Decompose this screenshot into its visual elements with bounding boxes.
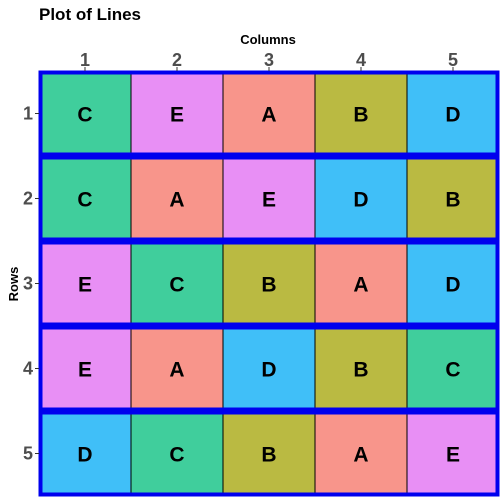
- heatmap-cell: [406, 410, 500, 497]
- heatmap-cell: [406, 240, 500, 327]
- cell-label: A: [353, 444, 368, 467]
- cell-label: D: [261, 359, 276, 382]
- y-tick-label: 1: [23, 104, 33, 124]
- cell-label: E: [78, 274, 92, 297]
- y-tick-label: 4: [23, 359, 33, 379]
- cell-label: C: [445, 359, 460, 382]
- x-axis-title: Columns: [240, 32, 296, 47]
- cell-label: E: [78, 359, 92, 382]
- cell-label: B: [261, 274, 276, 297]
- cell-label: C: [77, 189, 92, 212]
- heatmap-cell: [38, 155, 132, 242]
- heatmap-cell: [130, 325, 224, 412]
- cell-label: D: [445, 274, 460, 297]
- y-axis-title: Rows: [6, 267, 21, 302]
- row-outline: [38, 325, 500, 412]
- chart-title: Plot of Lines: [39, 5, 141, 24]
- cell-label: A: [169, 359, 184, 382]
- cell-label: D: [353, 189, 368, 212]
- heatmap-cell: [38, 410, 132, 497]
- heatmap-cell: [222, 410, 316, 497]
- x-tick-label: 5: [448, 50, 458, 70]
- x-tick-label: 1: [80, 50, 90, 70]
- heatmap-cell: [130, 70, 224, 157]
- cell-label: E: [170, 104, 184, 127]
- x-tick-label: 2: [172, 50, 182, 70]
- cell-label: B: [445, 189, 460, 212]
- cell-label: B: [261, 444, 276, 467]
- cell-label: B: [353, 104, 368, 127]
- row-outline: [38, 155, 500, 242]
- heatmap-cell: [222, 240, 316, 327]
- heatmap-cell: [222, 325, 316, 412]
- y-tick-label: 2: [23, 189, 33, 209]
- heatmap-cell: [406, 70, 500, 157]
- cell-label: A: [261, 104, 276, 127]
- cell-label: B: [353, 359, 368, 382]
- row-borders: [38, 70, 500, 497]
- cell-label: D: [77, 444, 92, 467]
- heatmap-cell: [222, 155, 316, 242]
- x-tick-label: 4: [356, 50, 366, 70]
- cell-label: C: [77, 104, 92, 127]
- heatmap-cell: [314, 70, 408, 157]
- y-tick-label: 3: [23, 274, 33, 294]
- heatmap-cell: [130, 240, 224, 327]
- heatmap-cell: [406, 155, 500, 242]
- cell-label: A: [169, 189, 184, 212]
- x-tick-label: 3: [264, 50, 274, 70]
- heatmap-cell: [38, 70, 132, 157]
- cell-label: E: [262, 189, 276, 212]
- cell-label: C: [169, 274, 184, 297]
- heatmap-cells: C E A B D C A E D B E C B A D E A D B C D C B A E: [38, 70, 500, 497]
- y-axis: 1 2 3 4 5: [23, 104, 39, 464]
- cell-label: C: [169, 444, 184, 467]
- x-axis: 1 2 3 4 5: [80, 50, 458, 71]
- heatmap-cell: [314, 325, 408, 412]
- row-outline: [38, 410, 500, 497]
- row-outline: [38, 240, 500, 327]
- y-tick-label: 5: [23, 444, 33, 464]
- cell-label: A: [353, 274, 368, 297]
- heatmap-cell: [406, 325, 500, 412]
- cell-label: D: [445, 104, 460, 127]
- cell-label: E: [446, 444, 460, 467]
- row-outline: [38, 70, 500, 157]
